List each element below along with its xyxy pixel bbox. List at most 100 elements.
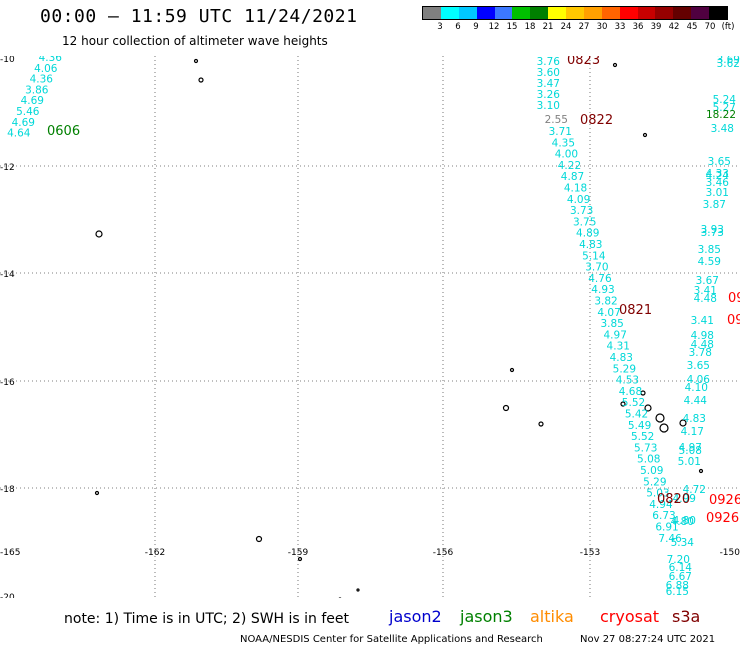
swh-value-central: 3.10 — [537, 100, 560, 112]
swh-value-east: 6.67 — [669, 571, 692, 583]
swh-value-central: 5.09 — [640, 465, 663, 477]
swh-value-central: 4.07 — [597, 307, 620, 319]
swh-value-central: 4.09 — [567, 194, 590, 206]
swh-value-central: 3.76 — [537, 56, 561, 68]
legend-label: 27 — [578, 22, 590, 32]
legend-swatch — [655, 7, 674, 19]
swh-value-central: 3.85 — [600, 318, 623, 330]
legend-label: 70 — [704, 22, 716, 32]
pass-time-label: 0606 — [47, 124, 80, 139]
color-scale-legend — [422, 6, 728, 20]
swh-value-east: 4.80 — [673, 515, 696, 527]
swh-value-west: 5.46 — [16, 106, 40, 118]
swh-value-east: 6.14 — [669, 562, 693, 574]
island-outline — [698, 468, 704, 474]
legend-swatch — [583, 7, 602, 19]
swh-value-central: 4.18 — [564, 183, 587, 195]
swh-value-central: 5.14 — [582, 250, 606, 262]
island-outline — [95, 230, 103, 238]
swh-value-central: 4.22 — [558, 160, 581, 172]
legend-swatch — [548, 7, 566, 19]
map-title: 00:00 – 11:59 UTC 11/24/2021 — [40, 6, 358, 27]
track-east: 3.693.625.245.2718.223.483.654.334.243.4… — [666, 56, 740, 598]
legend-label: 24 — [560, 22, 572, 32]
swh-value-west: 4.06 — [34, 63, 58, 75]
pass-time-label: 0822 — [580, 113, 613, 128]
swh-value-east: 6.15 — [666, 586, 689, 598]
legend-swatch — [709, 7, 727, 19]
swh-value-east: 3.85 — [698, 244, 721, 256]
legend-label: 21 — [542, 22, 554, 32]
island-outline — [659, 423, 669, 433]
footer-timestamp: Nov 27 08:27:24 UTC 2021 — [580, 634, 716, 645]
swh-value-central: 6.73 — [652, 510, 675, 522]
swh-value-central: 4.83 — [579, 239, 602, 251]
legend-label: 9 — [473, 22, 479, 32]
swh-value-east: 4.17 — [681, 426, 704, 438]
swh-value-east: 4.59 — [698, 256, 721, 268]
swh-value-east: 3.41 — [691, 315, 714, 327]
swh-value-east: 3.65 — [708, 156, 731, 168]
swh-value-east: 4.33 — [706, 168, 729, 180]
swh-value-central: 3.82 — [594, 296, 617, 308]
swh-value-east: 3.01 — [706, 187, 729, 199]
legend-swatch — [458, 7, 477, 19]
legend-label: 3 — [437, 22, 443, 32]
latitude-label: -10 — [0, 56, 15, 65]
swh-value-east: 4.44 — [684, 395, 708, 407]
swh-value-east: 3.69 — [717, 56, 740, 66]
axis-labels: -10 -12 -14 -16 -18 -20 -165 -162 -159 -156 -153 -1… — [0, 56, 740, 598]
island-outline — [193, 58, 199, 64]
swh-value-east: 4.83 — [683, 413, 706, 425]
legend-swatch — [423, 7, 441, 19]
graticule — [0, 56, 740, 598]
legend-label: 45 — [686, 22, 698, 32]
legend-label: 6 — [455, 22, 461, 32]
swh-value-west: 4.64 — [7, 128, 31, 140]
legend-swatch — [673, 7, 692, 19]
legend-sat-altika: altika — [530, 607, 574, 626]
swh-value-central: 5.08 — [637, 454, 660, 466]
longitude-label: -162 — [145, 548, 165, 558]
island-outline — [538, 421, 544, 427]
island-outline — [356, 588, 360, 592]
pass-time-label: 0926 — [706, 511, 739, 526]
legend-label: 33 — [614, 22, 626, 32]
pass-time-label: 0926 — [709, 493, 740, 508]
pass-time-label: 0821 — [619, 303, 652, 318]
island-outline — [94, 490, 100, 496]
pass-time-labels: 0606 0823 0822 0821 0820 0926 0926 09 09 — [47, 56, 740, 526]
legend-swatch — [512, 7, 531, 19]
swh-value-east: 7.20 — [667, 554, 690, 566]
legend-swatch — [440, 7, 459, 19]
legend-sat-s3a: s3a — [672, 607, 701, 626]
island-outline — [612, 62, 618, 68]
swh-value-east: 3.73 — [701, 227, 724, 239]
swh-value-central: 3.60 — [537, 67, 560, 79]
swh-value-central: 4.68 — [619, 386, 642, 398]
swh-value-east: 4.24 — [706, 170, 730, 182]
legend-swatch — [566, 7, 584, 19]
swh-value-central: 4.31 — [607, 341, 630, 353]
island-outline — [502, 404, 510, 412]
swh-value-central: 5.29 — [643, 476, 666, 488]
swh-value-central: 5.42 — [625, 409, 648, 421]
longitude-label: -165 — [0, 548, 20, 558]
island-outline — [679, 419, 687, 427]
legend-sat-jason2: jason2 — [389, 607, 442, 626]
swh-value-east: 3.65 — [687, 360, 710, 372]
legend-label: 36 — [632, 22, 644, 32]
legend-swatch — [530, 7, 549, 19]
legend-swatch — [637, 7, 656, 19]
swh-value-east: 5.24 — [713, 94, 737, 106]
swh-value-central: 5.52 — [631, 431, 654, 443]
swh-value-central: 4.89 — [576, 228, 599, 240]
pass-time-label: 09 — [727, 313, 740, 328]
island-outline — [620, 401, 626, 407]
swh-value-central: 4.76 — [588, 273, 612, 285]
island-outline — [297, 556, 303, 562]
swh-value-central: 4.35 — [552, 137, 575, 149]
swh-value-east: 3.93 — [701, 224, 724, 236]
swh-value-west: 4.36 — [39, 56, 63, 64]
latitude-label: -14 — [0, 270, 15, 280]
